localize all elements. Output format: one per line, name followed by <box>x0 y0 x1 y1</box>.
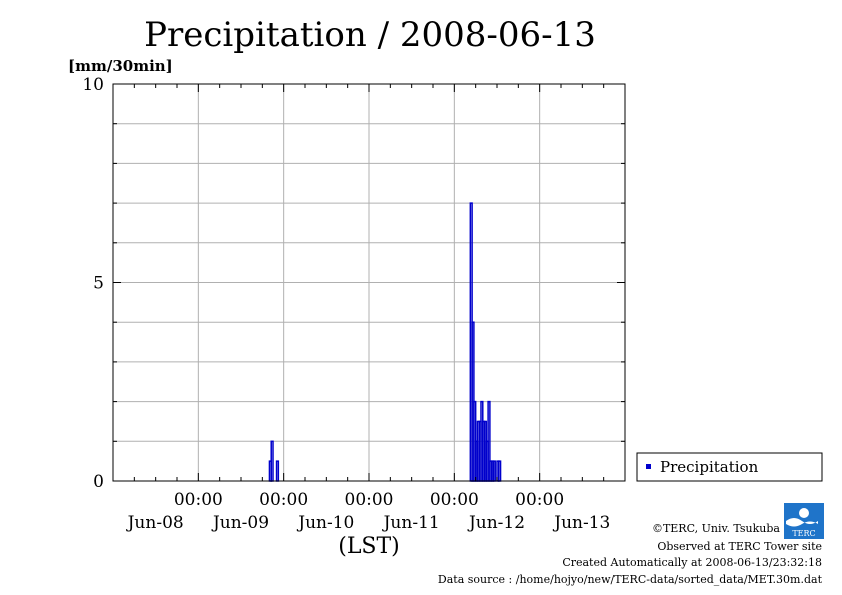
copyright-text: ©TERC, Univ. Tsukuba <box>652 522 780 535</box>
logo-wave <box>786 518 818 527</box>
terc-logo: TERC <box>784 503 824 539</box>
x-date-label: Jun-10 <box>296 513 354 533</box>
x-time-label: 00:00 <box>515 490 564 510</box>
bar-precipitation <box>270 440 274 482</box>
plot-border <box>112 83 626 482</box>
bar-precipitation <box>275 460 280 482</box>
x-date-label: Jun-09 <box>211 513 269 533</box>
axis-ticks <box>113 83 625 482</box>
legend-box <box>636 452 823 482</box>
x-date-label: Jun-08 <box>126 513 184 533</box>
x-date-label: Jun-12 <box>467 513 525 533</box>
legend-label-precipitation: Precipitation <box>660 458 759 476</box>
bar-series-precipitation <box>268 202 502 482</box>
y-tick-label: 0 <box>93 472 104 492</box>
x-date-label: Jun-11 <box>382 513 440 533</box>
x-axis-label: (LST) <box>338 534 400 559</box>
y-tick-labels: 0 5 10 <box>82 75 104 492</box>
logo-text: TERC <box>792 529 815 538</box>
legend: Precipitation <box>636 452 823 482</box>
x-date-labels: Jun-08 Jun-09 Jun-10 Jun-11 Jun-12 Jun-13 <box>126 513 611 533</box>
created-text: Created Automatically at 2008-06-13/23:3… <box>562 556 822 569</box>
x-date-label: Jun-13 <box>552 513 610 533</box>
x-time-label: 00:00 <box>174 490 223 510</box>
y-tick-label: 5 <box>93 274 104 294</box>
source-text: Data source : /home/hojyo/new/TERC-data/… <box>438 573 823 586</box>
logo-drop-icon <box>799 508 809 518</box>
grid-lines <box>113 84 625 481</box>
chart-title: Precipitation / 2008-06-13 <box>144 15 596 55</box>
legend-swatch-precipitation <box>646 464 651 469</box>
x-time-label: 00:00 <box>345 490 394 510</box>
x-time-label: 00:00 <box>430 490 479 510</box>
observed-text: Observed at TERC Tower site <box>657 540 822 553</box>
y-tick-label: 10 <box>82 75 104 95</box>
plot-frame <box>112 83 626 482</box>
x-time-labels: 00:00 00:00 00:00 00:00 00:00 <box>174 490 564 510</box>
bar-precipitation <box>498 460 502 482</box>
bar-precipitation <box>492 460 496 482</box>
y-axis-unit: [mm/30min] <box>68 57 173 75</box>
x-time-label: 00:00 <box>259 490 308 510</box>
